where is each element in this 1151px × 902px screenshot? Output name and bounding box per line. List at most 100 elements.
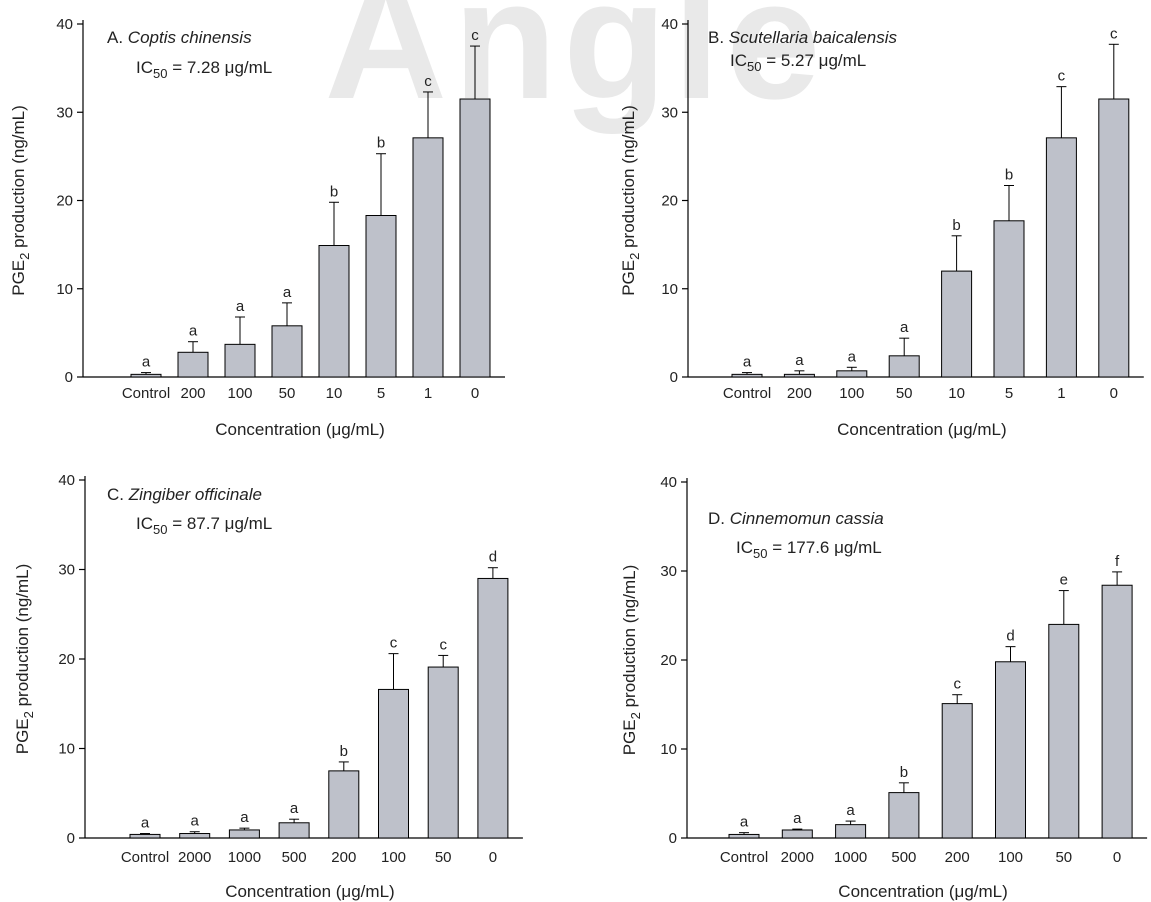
significance-letter: a [189, 323, 198, 340]
x-tick-label: 200 [180, 385, 205, 402]
significance-letter: c [424, 73, 432, 90]
y-tick-label: 30 [660, 563, 677, 580]
y-tick-label: 0 [67, 830, 75, 847]
significance-letter: a [900, 319, 909, 336]
bar [278, 822, 310, 839]
bar [1048, 623, 1080, 839]
x-tick-label: 500 [282, 849, 307, 866]
bar [130, 373, 162, 378]
significance-letter: a [848, 348, 857, 365]
panel-title: A. Coptis chinensis [107, 28, 252, 47]
bar [941, 270, 973, 378]
significance-letter: c [953, 676, 961, 693]
y-axis-label: PGE2 production (ng/mL) [13, 564, 36, 755]
bar [412, 137, 444, 378]
x-axis-label: Concentration (μg/mL) [225, 882, 394, 901]
y-tick-label: 30 [661, 104, 678, 121]
y-tick-label: 30 [58, 562, 75, 579]
significance-letter: b [330, 183, 338, 200]
bar [835, 824, 867, 839]
bar [271, 325, 303, 378]
y-tick-label: 40 [660, 474, 677, 491]
x-tick-label: 2000 [178, 849, 211, 866]
bar [179, 833, 211, 839]
significance-letter: a [240, 809, 249, 826]
x-tick-label: 500 [891, 849, 916, 866]
panel-title: B. Scutellaria baicalensis [708, 28, 897, 47]
x-tick-label: 0 [471, 385, 479, 402]
chart-panel-b: 0 10 20 30 40 a Control a 200 a 100 a 50 b 10 b 5 c 1 c 0 Con… [619, 16, 1144, 439]
x-tick-label: 1000 [228, 849, 261, 866]
x-axis-label: Concentration (μg/mL) [837, 420, 1006, 439]
y-tick-label: 20 [58, 651, 75, 668]
x-tick-label: 50 [1055, 849, 1072, 866]
x-tick-label: 100 [998, 849, 1023, 866]
significance-letter: a [191, 813, 200, 830]
x-axis-label: Concentration (μg/mL) [838, 882, 1007, 901]
x-tick-label: 10 [326, 385, 343, 402]
panel-title: C. Zingiber officinale [107, 485, 262, 504]
y-tick-label: 20 [660, 652, 677, 669]
bar [378, 688, 409, 839]
panel-title: D. Cinnemomun cassia [708, 509, 884, 528]
significance-letter: a [236, 298, 245, 315]
significance-letter: b [900, 764, 908, 781]
x-tick-label: 0 [1113, 849, 1121, 866]
x-tick-label: Control [122, 385, 170, 402]
x-tick-label: 5 [377, 385, 385, 402]
significance-letter: d [489, 549, 497, 566]
significance-letter: b [377, 135, 385, 152]
x-tick-label: 100 [381, 849, 406, 866]
ic50-label: IC50 = 7.28 μg/mL [136, 58, 272, 81]
bar [177, 351, 209, 378]
ic50-label: IC50 = 177.6 μg/mL [736, 538, 882, 561]
significance-letter: c [1058, 68, 1066, 85]
x-tick-label: 0 [489, 849, 497, 866]
y-tick-label: 20 [56, 193, 73, 210]
x-tick-label: 1 [1057, 385, 1065, 402]
significance-letter: d [1006, 628, 1014, 645]
x-tick-label: Control [723, 385, 771, 402]
ic50-label: IC50 = 87.7 μg/mL [136, 514, 272, 537]
significance-letter: b [952, 217, 960, 234]
bar [781, 829, 813, 839]
x-tick-label: 50 [435, 849, 452, 866]
x-tick-label: 200 [945, 849, 970, 866]
bar [888, 355, 920, 378]
y-tick-label: 10 [661, 281, 678, 298]
x-tick-label: 100 [227, 385, 252, 402]
y-axis-label: PGE2 production (ng/mL) [9, 105, 32, 296]
bar [1101, 584, 1133, 839]
y-tick-label: 0 [669, 830, 677, 847]
x-tick-label: 50 [896, 385, 913, 402]
y-tick-label: 10 [660, 741, 677, 758]
bar [318, 245, 350, 378]
bar [224, 343, 256, 378]
bar [993, 220, 1025, 378]
x-tick-label: 1000 [834, 849, 867, 866]
significance-letter: f [1115, 553, 1120, 570]
x-tick-label: 0 [1110, 385, 1118, 402]
bar [365, 215, 397, 378]
x-tick-label: 2000 [781, 849, 814, 866]
bar [427, 666, 459, 839]
bar [1045, 137, 1077, 378]
significance-letter: a [846, 802, 855, 819]
significance-letter: b [340, 743, 348, 760]
significance-letter: a [141, 815, 150, 832]
significance-letter: a [142, 354, 151, 371]
bar [477, 577, 509, 839]
significance-letter: a [795, 352, 804, 369]
bar [731, 373, 763, 378]
bar [888, 792, 920, 839]
x-tick-label: 200 [331, 849, 356, 866]
bar [728, 833, 760, 839]
x-tick-label: 200 [787, 385, 812, 402]
chart-panel-c: 010203040aControla2000a1000a500b200c100c… [13, 472, 523, 901]
y-axis-label: PGE2 production (ng/mL) [619, 105, 642, 296]
x-tick-label: 100 [839, 385, 864, 402]
bar [941, 703, 973, 839]
x-axis-label: Concentration (μg/mL) [215, 420, 384, 439]
y-tick-label: 0 [670, 369, 678, 386]
